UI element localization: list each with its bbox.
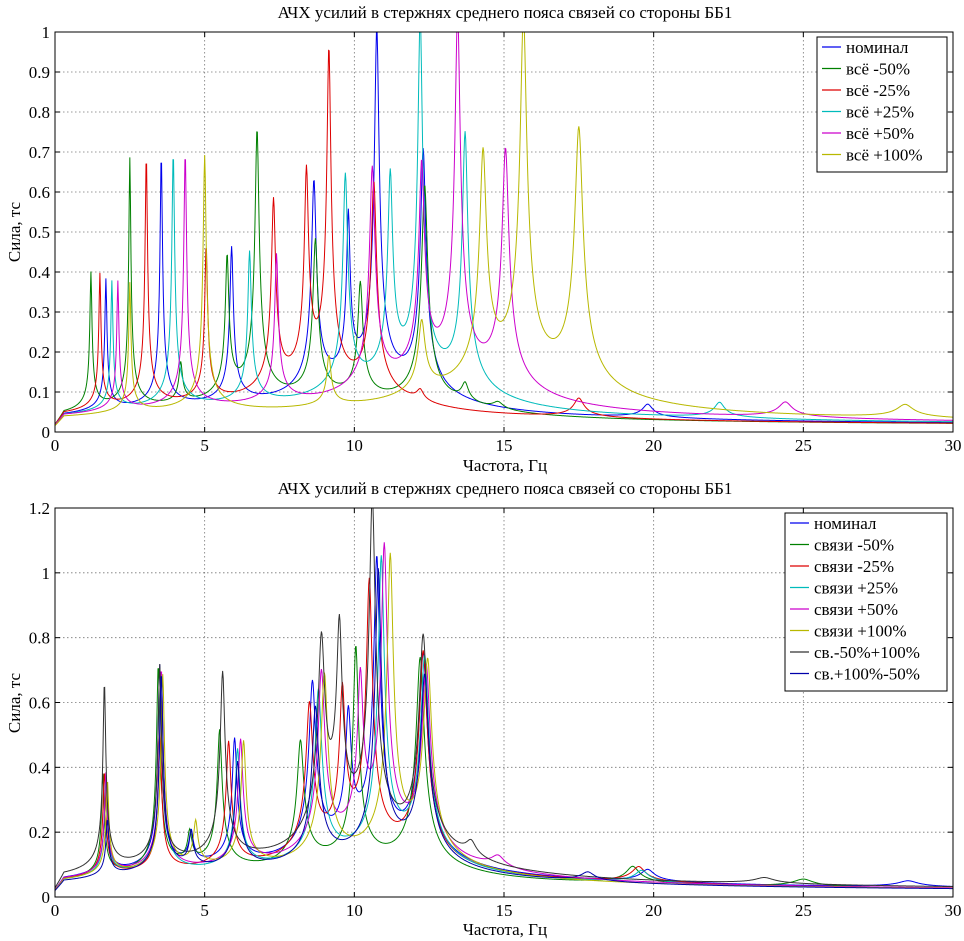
x-tick-label: 15 xyxy=(496,901,513,920)
y-tick-label: 0.9 xyxy=(29,63,50,82)
legend-label: номинал xyxy=(814,514,877,533)
chart-top: АЧХ усилий в стержнях среднего пояса свя… xyxy=(5,3,962,475)
y-tick-label: 0.7 xyxy=(29,143,51,162)
y-tick-label: 1 xyxy=(42,564,51,583)
y-tick-label: 0.8 xyxy=(29,103,50,122)
series-line xyxy=(55,49,953,425)
legend-label: номинал xyxy=(846,38,909,57)
y-tick-label: 0.4 xyxy=(29,263,51,282)
chart-title: АЧХ усилий в стержнях среднего пояса свя… xyxy=(278,479,733,498)
x-axis-label: Частота, Гц xyxy=(463,456,547,475)
legend-label: всё +50% xyxy=(846,124,914,143)
legend-label: всё -50% xyxy=(846,60,910,79)
y-tick-label: 1.2 xyxy=(29,499,50,518)
x-axis-label: Частота, Гц xyxy=(463,920,547,939)
y-axis-label: Сила, тс xyxy=(5,201,24,262)
legend-label: св.-50%+100% xyxy=(814,643,920,662)
y-tick-label: 0 xyxy=(42,423,51,442)
x-tick-label: 25 xyxy=(795,901,812,920)
series-line xyxy=(55,508,953,888)
legend-label: всё -25% xyxy=(846,81,910,100)
x-tick-label: 0 xyxy=(51,901,60,920)
y-tick-label: 1 xyxy=(42,23,51,42)
y-tick-label: 0.2 xyxy=(29,343,50,362)
x-tick-label: 0 xyxy=(51,436,60,455)
legend-box xyxy=(784,512,948,692)
grid xyxy=(55,32,953,432)
chart-title: АЧХ усилий в стержнях среднего пояса свя… xyxy=(278,3,733,22)
legend-label: всё +25% xyxy=(846,103,914,122)
legend: номинал всё -50% всё -25% всё +25% всё +50% в… xyxy=(816,36,948,173)
x-tick-label: 20 xyxy=(645,436,662,455)
legend-label: связи +50% xyxy=(814,600,898,619)
series-line xyxy=(55,542,953,890)
series-line xyxy=(55,32,953,426)
legend: номинал связи -50% связи -25% связи +25% свя… xyxy=(784,512,948,692)
legend-label: всё +100% xyxy=(846,146,923,165)
legend-label: связи -25% xyxy=(814,557,894,576)
y-axis-label: Сила, тс xyxy=(5,672,24,733)
x-tick-label: 10 xyxy=(346,436,363,455)
x-axis-ticks: 0 5 10 15 20 25 30 xyxy=(51,32,962,455)
legend-label: связи +25% xyxy=(814,579,898,598)
y-tick-label: 0.6 xyxy=(29,694,50,713)
legend-label: связи -50% xyxy=(814,536,894,555)
y-tick-label: 0.5 xyxy=(29,223,50,242)
y-tick-label: 0.4 xyxy=(29,758,51,777)
x-tick-label: 25 xyxy=(795,436,812,455)
x-tick-label: 5 xyxy=(200,436,209,455)
series-line xyxy=(55,568,953,891)
series-line xyxy=(55,32,953,426)
y-tick-label: 0.2 xyxy=(29,823,50,842)
x-tick-label: 5 xyxy=(200,901,209,920)
y-tick-label: 0 xyxy=(42,888,51,907)
x-tick-label: 10 xyxy=(346,901,363,920)
x-axis-ticks: 0 5 10 15 20 25 30 xyxy=(51,508,962,920)
chart-bottom: АЧХ усилий в стержнях среднего пояса свя… xyxy=(5,479,962,939)
legend-label: связи +100% xyxy=(814,622,906,641)
legend-box xyxy=(816,36,948,173)
y-axis-ticks: 0 0.2 0.4 0.6 0.8 1 1.2 xyxy=(29,499,953,907)
y-tick-label: 0.1 xyxy=(29,383,50,402)
legend-label: св.+100%-50% xyxy=(814,665,920,684)
x-tick-label: 30 xyxy=(945,436,962,455)
series-line xyxy=(55,32,953,426)
x-tick-label: 20 xyxy=(645,901,662,920)
series-line xyxy=(55,32,953,427)
y-tick-label: 0.3 xyxy=(29,303,50,322)
series-line xyxy=(55,646,953,891)
y-tick-label: 0.8 xyxy=(29,629,50,648)
x-tick-label: 15 xyxy=(496,436,513,455)
x-tick-label: 30 xyxy=(945,901,962,920)
y-axis-ticks: 0 0.1 0.2 0.3 0.4 0.5 0.6 0.7 0.8 0.9 1 xyxy=(29,23,953,442)
y-tick-label: 0.6 xyxy=(29,183,50,202)
